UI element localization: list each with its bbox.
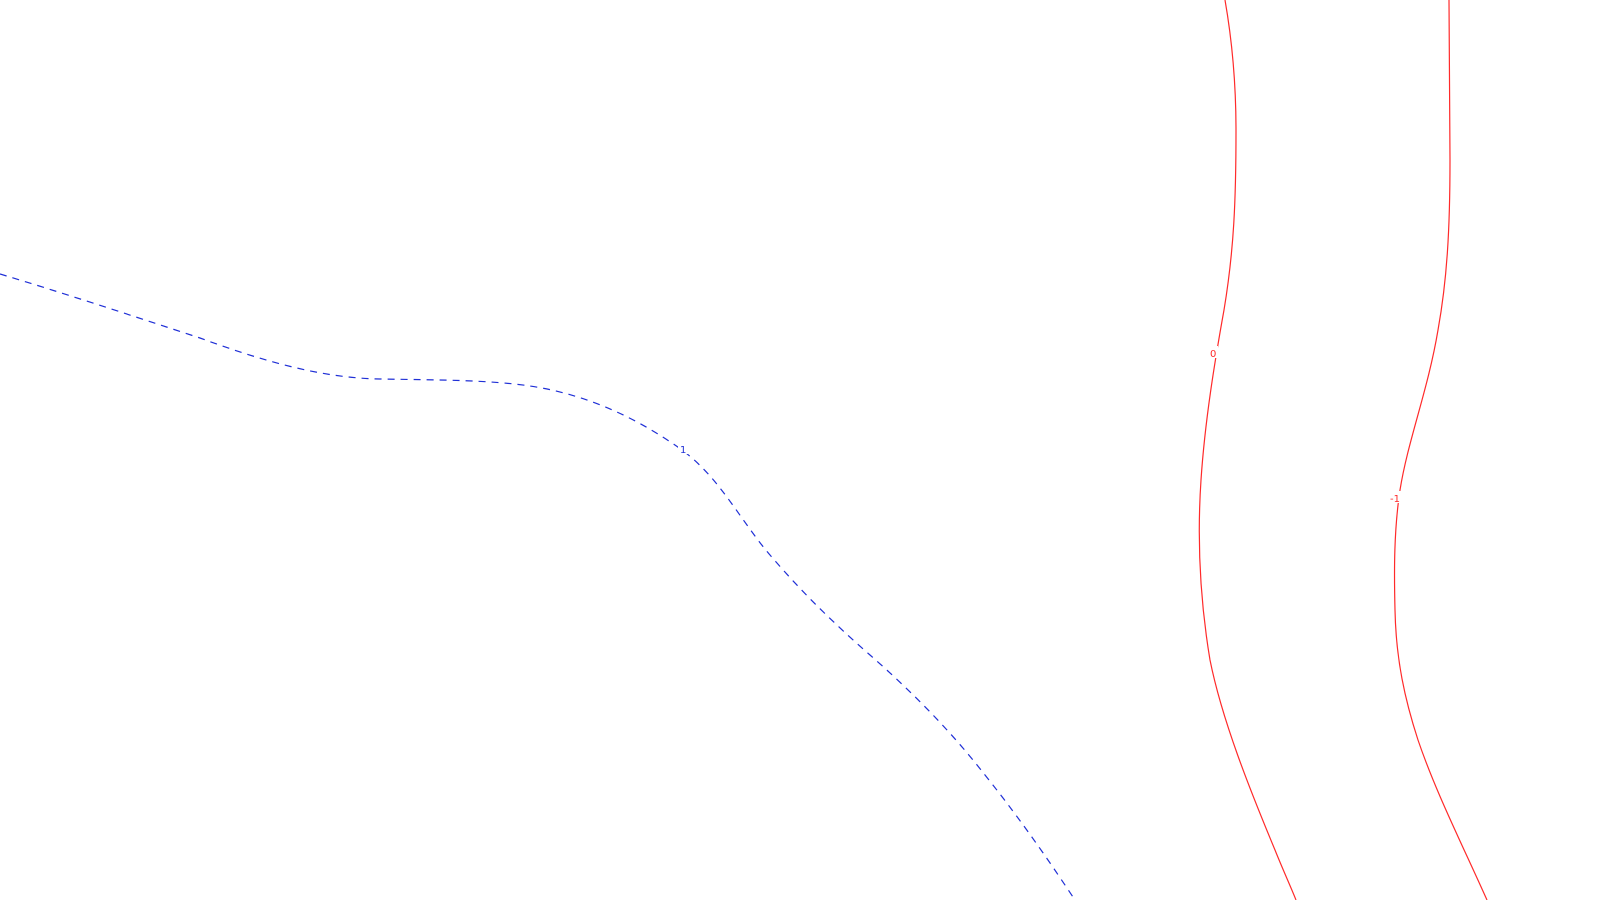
label-bg-level-neg1: [1389, 491, 1403, 503]
label-bg-level-1: [678, 442, 688, 454]
contour-label-level-1: 1: [680, 445, 686, 456]
contour-label-level-neg1: -1: [1390, 494, 1400, 505]
label-bg-level-0: [1208, 346, 1218, 358]
contour-line-level-neg1: [1393, 0, 1488, 900]
contour-line-level-1: [0, 273, 1076, 900]
contour-line-level-0: [1198, 0, 1297, 900]
contour-label-level-0: 0: [1210, 349, 1216, 360]
